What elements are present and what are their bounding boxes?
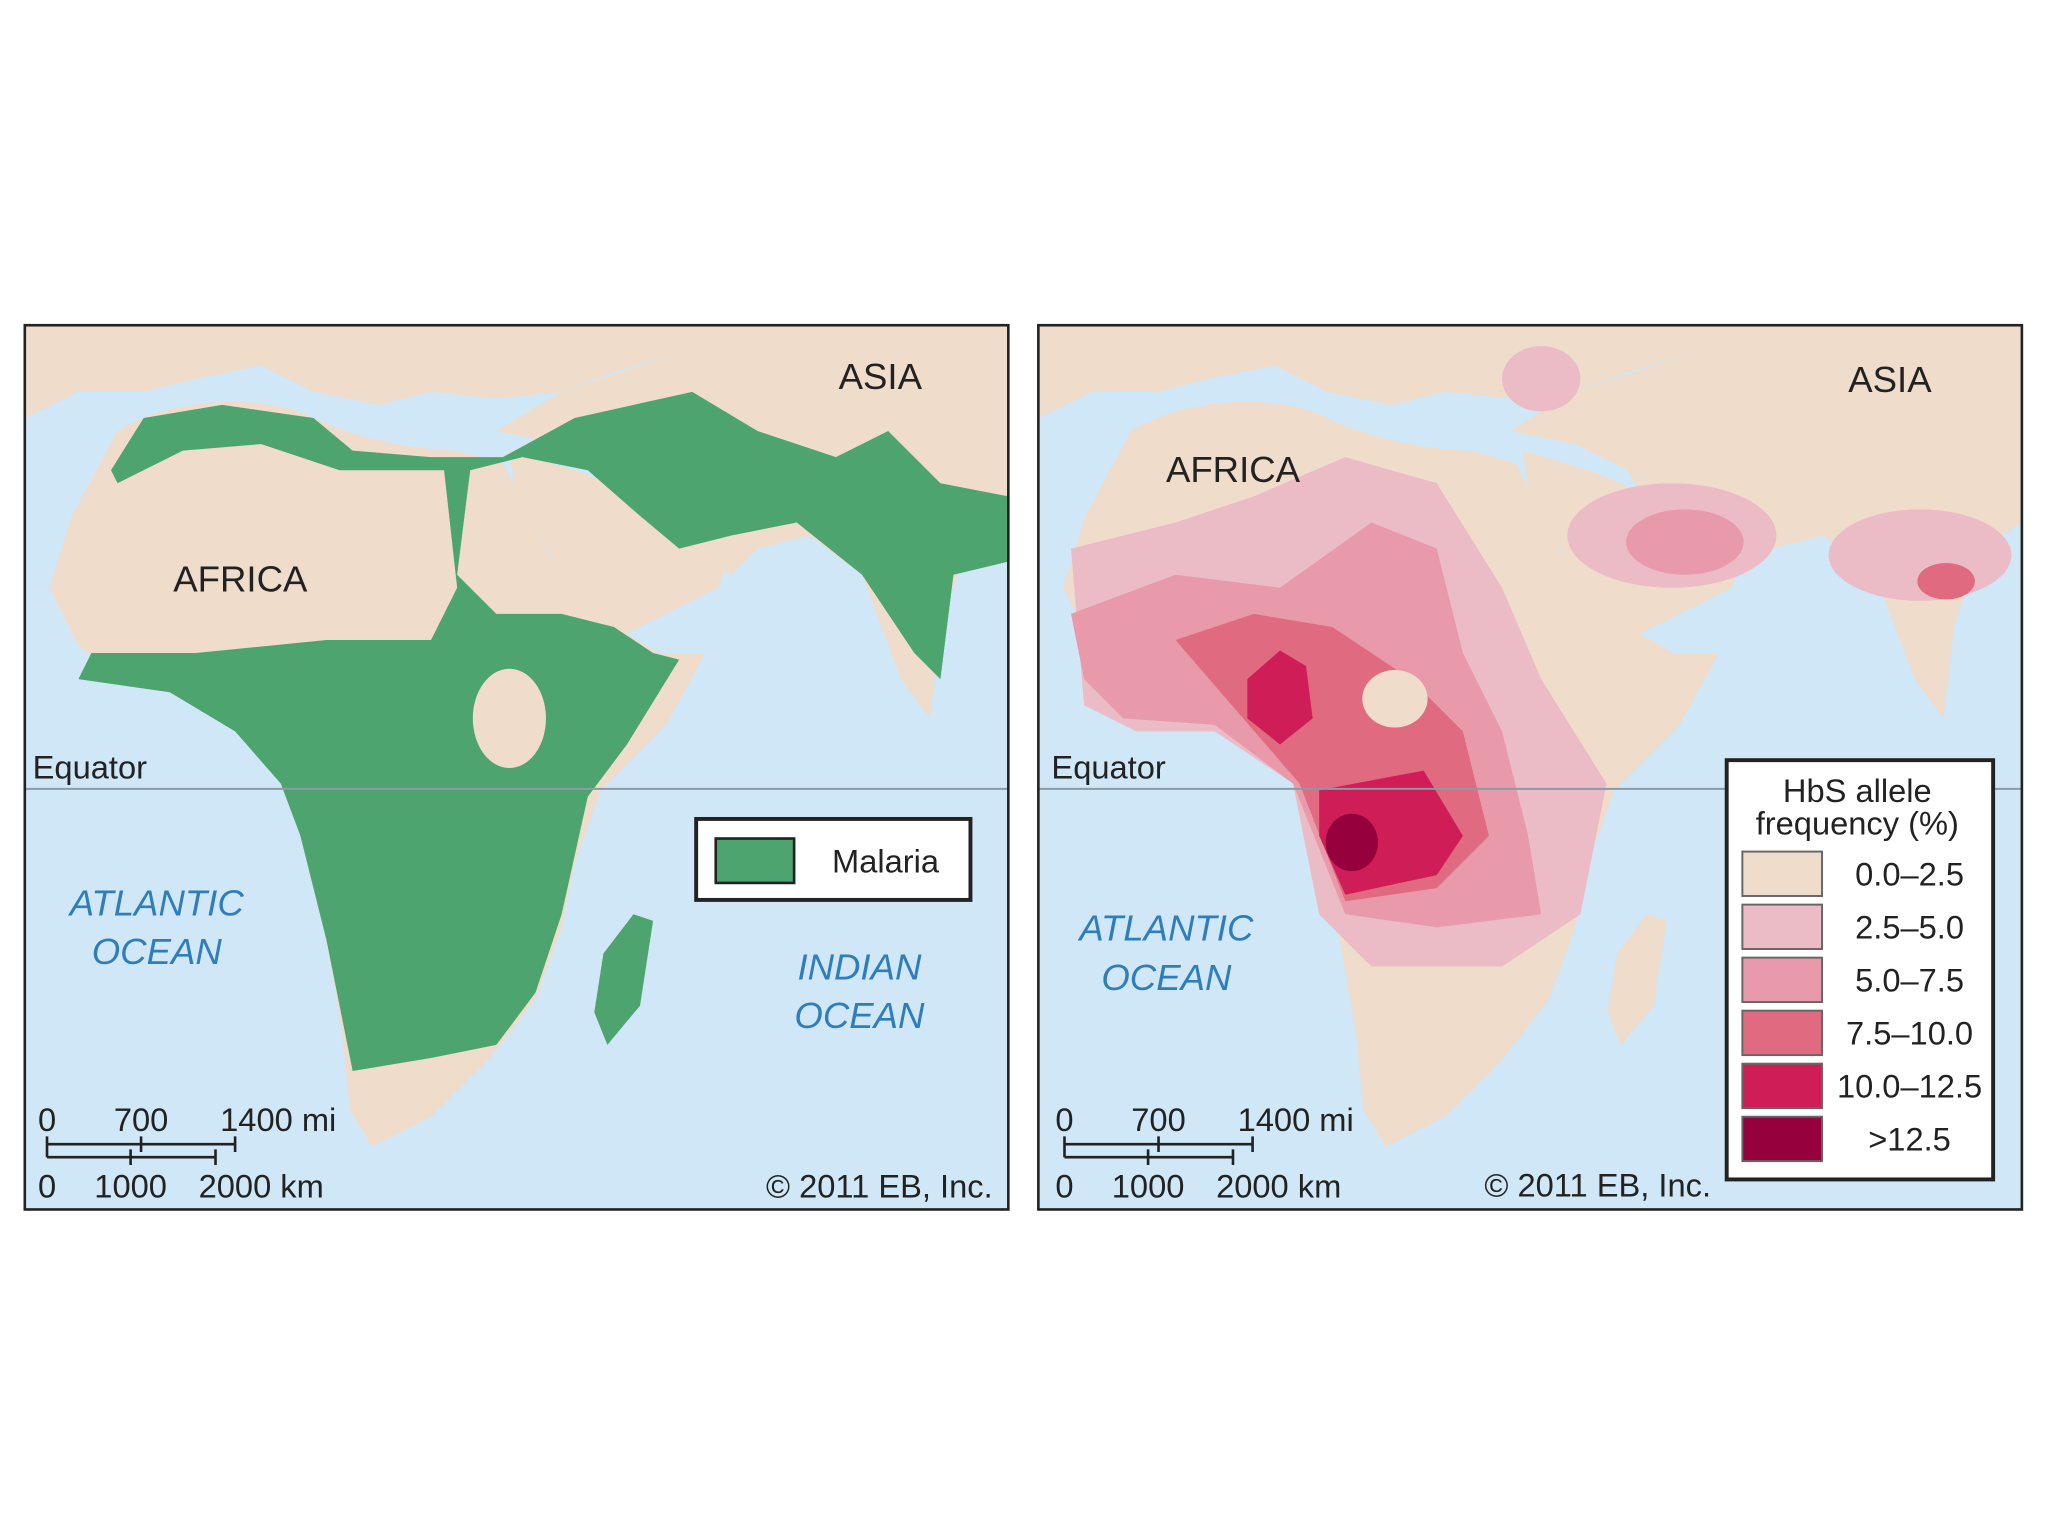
region-label: ASIA [1848, 359, 1932, 400]
legend-label: >12.5 [1868, 1121, 1951, 1158]
ocean-label: INDIAN [797, 947, 922, 988]
land-group [24, 325, 1009, 1147]
frequency-zone [1917, 562, 1975, 600]
scale-bar [1063, 1136, 1254, 1166]
legend-swatch [714, 837, 796, 885]
scale-label: 2000 km [199, 1168, 324, 1205]
legend-label: 7.5–10.0 [1846, 1015, 1973, 1052]
legend-label: 2.5–5.0 [1855, 909, 1964, 946]
copyright: © 2011 EB, Inc. [1484, 1166, 1711, 1203]
legend-title: frequency (%) [1756, 805, 1959, 842]
malaria-area [594, 914, 654, 1045]
ocean-label: ATLANTIC [1077, 907, 1254, 948]
scale-label: 1000 [1112, 1168, 1185, 1205]
legend-label: 10.0–12.5 [1837, 1068, 1982, 1105]
frequency-zone [1325, 813, 1378, 872]
ocean-label: OCEAN [1101, 957, 1232, 998]
legend-label: Malaria [832, 842, 940, 879]
region-label: AFRICA [1166, 449, 1301, 490]
legend-swatch [1741, 1115, 1824, 1163]
highlands [472, 668, 546, 768]
legend-title: HbS allele [1783, 772, 1932, 809]
hbs-map: ASIA AFRICA Equator ATLANTIC OCEAN 0 700… [1037, 323, 2024, 1211]
ocean-label: OCEAN [92, 931, 223, 972]
scale-label: 1400 mi [1238, 1101, 1354, 1138]
map-frame [1037, 323, 2024, 1211]
frequency-zone [1247, 650, 1313, 745]
legend-label: 5.0–7.5 [1855, 962, 1964, 999]
scale-label: 0 [38, 1168, 56, 1205]
region-label: ASIA [839, 356, 923, 397]
copyright: © 2011 EB, Inc. [766, 1168, 993, 1205]
malaria-map: ASIA AFRICA Equator ATLANTIC OCEAN INDIA… [23, 323, 1010, 1211]
scale-label: 0 [38, 1101, 56, 1138]
scale-label: 0 [1055, 1101, 1073, 1138]
equator-label: Equator [1051, 748, 1165, 785]
legend-label: 0.0–2.5 [1855, 856, 1964, 893]
ocean-label: ATLANTIC [68, 883, 245, 924]
legend-swatch [1741, 956, 1824, 1004]
scale-bar [45, 1136, 237, 1166]
scale-label: 0 [1055, 1168, 1073, 1205]
land-group [1038, 325, 2022, 1147]
frequency-zone [1502, 346, 1581, 412]
ocean-label: OCEAN [794, 995, 925, 1036]
scale-label: 2000 km [1216, 1168, 1341, 1205]
legend-swatch [1741, 1009, 1824, 1057]
frequency-zone [1362, 670, 1428, 728]
scale-label: 1000 [94, 1168, 167, 1205]
legend-swatch [1741, 850, 1824, 897]
equator-label: Equator [33, 748, 147, 785]
frequency-zone [1626, 509, 1744, 575]
map-frame [23, 323, 1010, 1211]
legend-swatch [1741, 1062, 1824, 1110]
scale-label: 700 [1131, 1101, 1185, 1138]
legend-swatch [1741, 903, 1824, 951]
region-label: AFRICA [173, 559, 308, 600]
legend: Malaria [694, 816, 973, 902]
scale-label: 1400 mi [220, 1101, 336, 1138]
scale-label: 700 [114, 1101, 168, 1138]
